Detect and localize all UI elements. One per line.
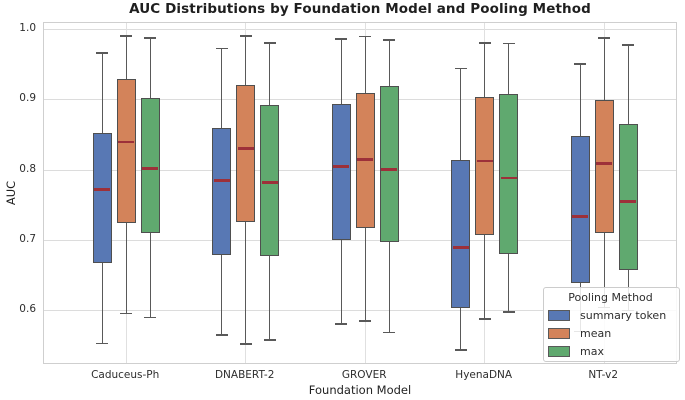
boxplot-box — [260, 104, 280, 257]
y-axis-label: AUC — [4, 180, 18, 206]
boxplot-box — [92, 132, 112, 263]
median-line — [357, 158, 374, 161]
median-line — [620, 200, 637, 203]
whisker-cap-top — [144, 37, 157, 39]
median-line — [381, 168, 398, 171]
legend-swatch-mean — [548, 327, 570, 339]
plot-area — [43, 22, 677, 364]
boxplot-box — [212, 127, 232, 256]
boxplot-box — [475, 97, 495, 236]
boxplot-box — [236, 85, 256, 223]
legend-item-label: max — [580, 344, 604, 358]
whisker-cap-top — [359, 35, 372, 38]
legend: Pooling Method summary token mean max — [543, 287, 680, 362]
whisker-cap-top — [622, 44, 635, 46]
whisker-cap-bottom — [502, 311, 515, 313]
whisker-cap-top — [215, 47, 228, 50]
median-line — [476, 159, 493, 163]
boxplot-box — [379, 85, 399, 242]
whisker-cap-bottom — [383, 331, 396, 334]
y-tick-label: 0.6 — [19, 303, 36, 316]
legend-item-label: mean — [580, 326, 612, 340]
boxplot-box — [499, 93, 519, 255]
legend-item-label: summary token — [580, 308, 667, 322]
whisker-cap-top — [335, 38, 348, 40]
median-line — [261, 181, 278, 185]
whisker-cap-bottom — [96, 342, 109, 345]
x-tick-label: HyenaDNA — [455, 369, 513, 381]
whisker-cap-bottom — [335, 323, 348, 325]
y-tick-label: 0.8 — [19, 162, 36, 175]
boxplot-box — [618, 123, 638, 271]
whisker-cap-top — [598, 37, 611, 39]
median-line — [333, 165, 350, 168]
median-line — [237, 147, 254, 150]
boxplot-box — [451, 160, 471, 308]
boxplot-box — [331, 104, 351, 240]
chart-title: AUC Distributions by Foundation Model an… — [129, 1, 591, 17]
whisker-cap-bottom — [144, 316, 157, 319]
legend-swatch-max — [548, 345, 570, 357]
whisker-cap-bottom — [359, 320, 372, 322]
x-tick-label: Caduceus-Ph — [91, 369, 160, 381]
legend-title: Pooling Method — [568, 291, 653, 304]
median-line — [572, 215, 589, 218]
y-gridline — [44, 29, 676, 31]
whisker-cap-bottom — [478, 318, 491, 320]
y-tick-label: 1.0 — [19, 22, 36, 35]
x-tick-label: GROVER — [341, 369, 387, 381]
median-line — [452, 246, 469, 249]
whisker-cap-top — [478, 42, 491, 44]
whisker-cap-bottom — [239, 343, 252, 345]
x-tick-label: DNABERT-2 — [214, 369, 275, 381]
whisker-cap-bottom — [215, 334, 228, 336]
whisker-cap-top — [239, 35, 252, 37]
median-line — [500, 176, 517, 180]
y-gridline — [44, 239, 676, 241]
whisker-cap-top — [502, 42, 515, 45]
legend-items: summary token mean max — [548, 306, 673, 360]
whisker-cap-top — [263, 42, 276, 44]
median-line — [118, 140, 135, 144]
boxplot-box — [116, 78, 136, 224]
whisker-cap-top — [454, 67, 467, 70]
median-line — [213, 179, 230, 182]
legend-swatch-summary-token — [548, 309, 570, 321]
boxplot-box — [570, 136, 590, 284]
median-line — [94, 188, 111, 192]
median-line — [142, 167, 159, 170]
legend-item: summary token — [548, 306, 673, 324]
whisker-cap-top — [574, 63, 587, 65]
x-axis-label: Foundation Model — [308, 383, 412, 397]
whisker-cap-top — [383, 39, 396, 41]
legend-item: mean — [548, 324, 673, 342]
whisker-cap-top — [96, 52, 109, 54]
whisker-cap-bottom — [454, 349, 467, 351]
legend-item: max — [548, 342, 673, 360]
median-line — [596, 162, 613, 166]
whisker-cap-top — [120, 35, 133, 37]
y-gridline — [44, 310, 676, 312]
whisker-cap-bottom — [120, 312, 133, 315]
boxplot-box — [594, 99, 614, 234]
x-tick-label: NT-v2 — [588, 369, 619, 381]
y-tick-label: 0.7 — [19, 232, 36, 245]
boxplot-box — [140, 97, 160, 234]
whisker-cap-bottom — [263, 339, 276, 341]
y-tick-label: 0.9 — [19, 92, 36, 105]
